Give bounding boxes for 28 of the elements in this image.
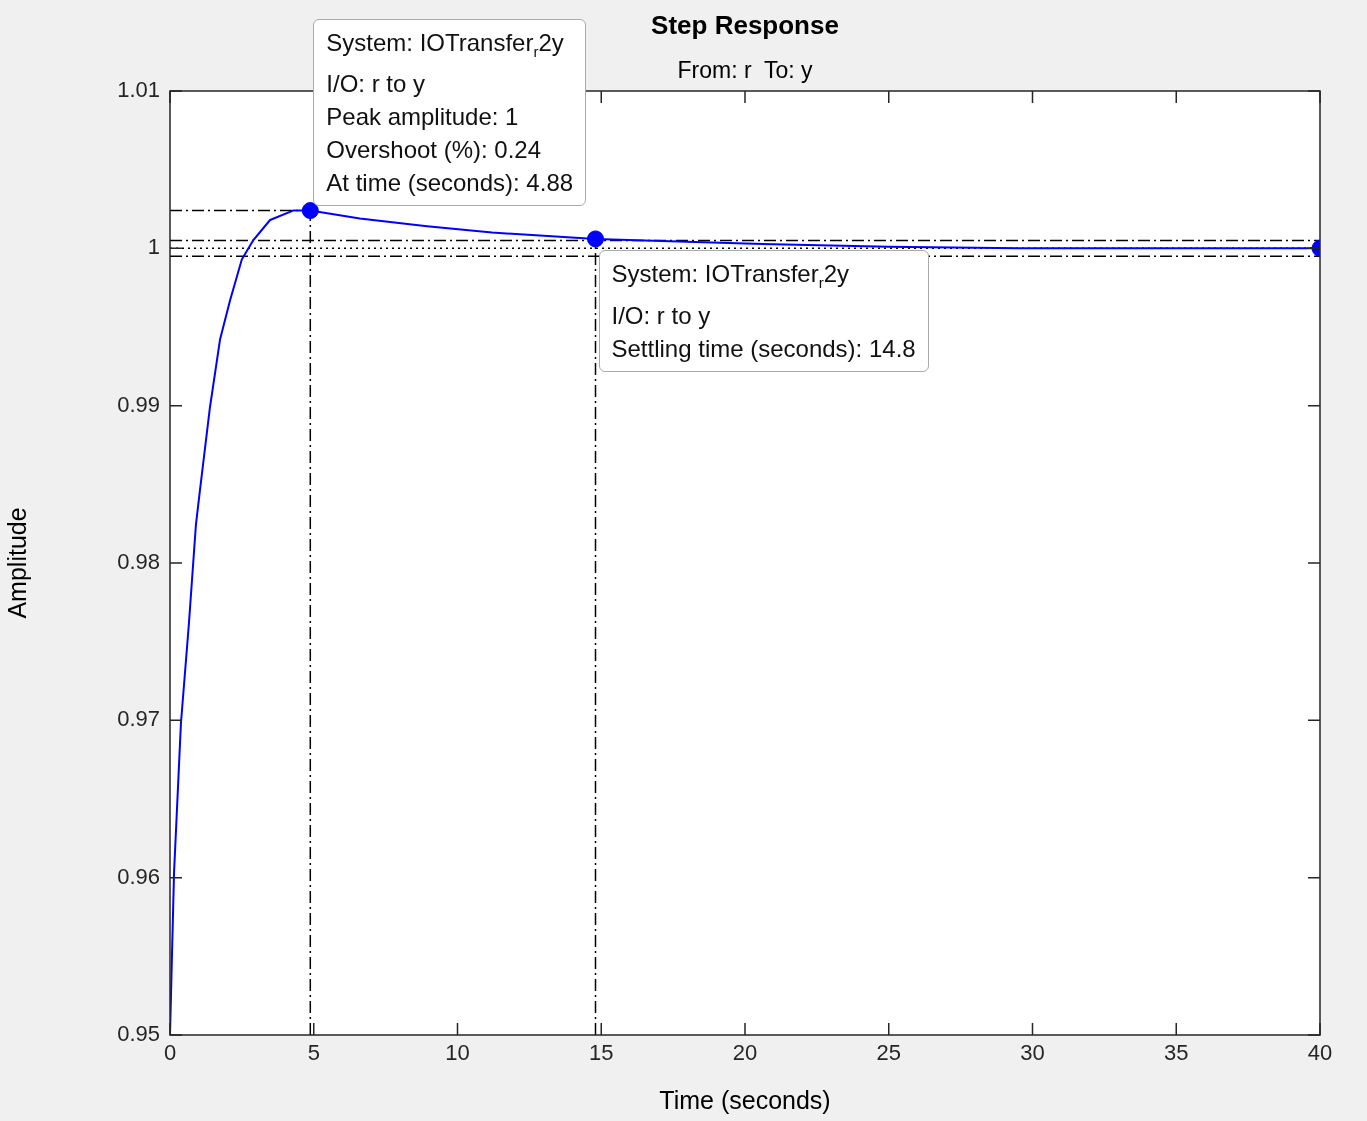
y-tick-label: 1 [147,234,160,260]
x-tick-label: 0 [163,1040,177,1066]
y-axis-title: Amplitude [2,507,31,619]
x-tick-label: 40 [1307,1040,1333,1066]
chart-title: Step Response [651,10,839,40]
x-tick-label: 30 [1020,1040,1045,1066]
x-tick-label: 35 [1164,1040,1189,1066]
annotation: Settling time (seconds): 14.8 [611,333,916,364]
y-tick-label: 0.98 [117,549,160,575]
x-tick-label: 20 [732,1040,758,1066]
y-tick-label: 0.97 [117,706,160,732]
y-tick-label: 0.99 [117,391,160,417]
chart-subtitle: From: r To: y [677,57,813,83]
y-tick-label: 0.95 [117,1021,160,1047]
annotation: I/O: r to y [326,69,426,100]
annotation: Overshoot (%): 0.24 [326,135,543,166]
annotation: I/O: r to y [611,300,712,331]
x-tick-label: 5 [307,1040,320,1066]
x-axis-title: Time (seconds) [659,1085,831,1114]
text: System: IOTransfer$_{r}$2y [326,27,565,62]
x-tick-label: 10 [445,1040,470,1066]
annotation: At time (seconds): 4.88 [326,168,574,199]
y-tick-label: 0.96 [117,863,160,889]
x-tick-label: 25 [876,1040,901,1066]
annotation: System: IOTransfer$_{r}$2y [611,258,850,293]
annotation: Peak amplitude: 1 [326,102,520,133]
x-tick-label: 15 [589,1040,614,1066]
y-tick-label: 1.01 [117,77,160,103]
